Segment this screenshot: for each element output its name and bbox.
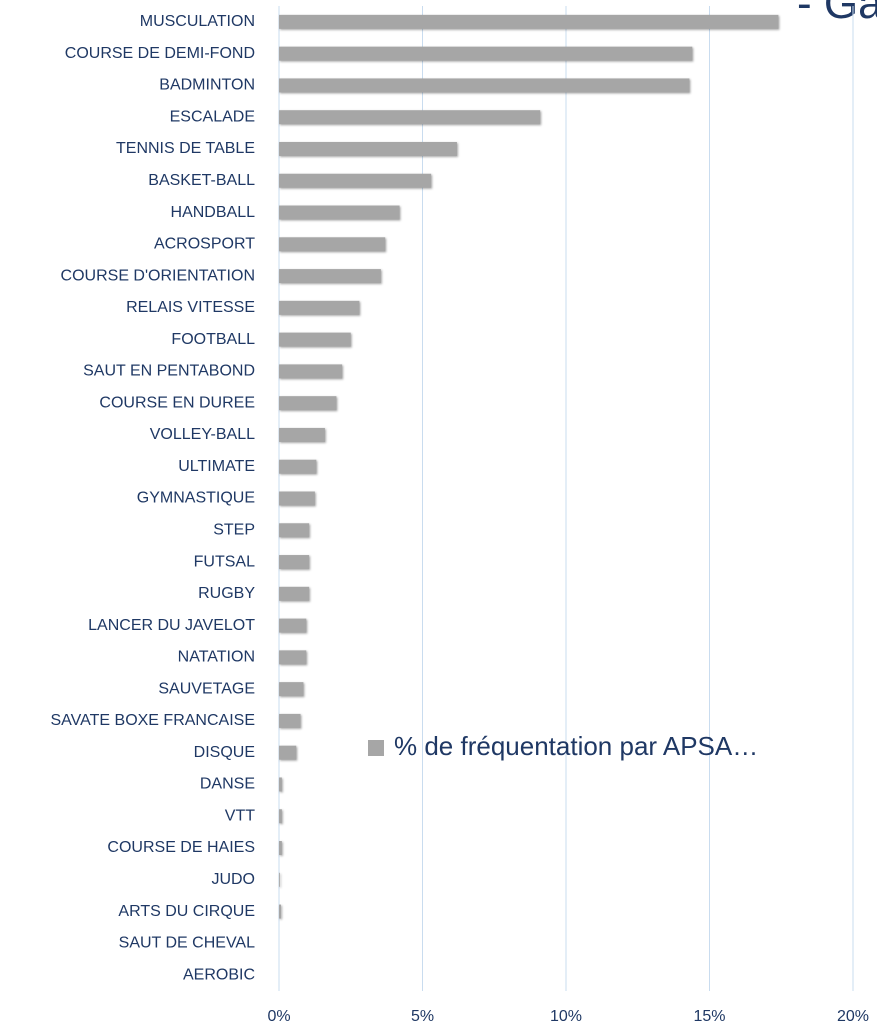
y-tick-label: COURSE EN DUREE bbox=[99, 394, 255, 411]
bar bbox=[279, 237, 386, 252]
bar bbox=[279, 872, 280, 887]
y-tick-label: RUGBY bbox=[198, 585, 255, 602]
x-tick-label: 5% bbox=[411, 1008, 434, 1025]
y-tick-label: HANDBALL bbox=[171, 204, 256, 221]
bar bbox=[279, 777, 282, 792]
bar bbox=[279, 205, 400, 220]
y-tick-label: ARTS DU CIRQUE bbox=[118, 903, 255, 920]
x-tick-label: 0% bbox=[267, 1008, 290, 1025]
bar bbox=[279, 841, 282, 856]
bar bbox=[279, 491, 315, 506]
x-tick-label: 10% bbox=[550, 1008, 582, 1025]
bar bbox=[279, 46, 693, 61]
bar bbox=[279, 555, 310, 570]
y-tick-label: BASKET-BALL bbox=[148, 172, 255, 189]
bar bbox=[279, 110, 541, 125]
bar bbox=[279, 459, 317, 474]
bar bbox=[279, 809, 282, 824]
y-tick-label: VOLLEY-BALL bbox=[150, 426, 255, 443]
y-tick-label: BADMINTON bbox=[159, 77, 255, 94]
y-tick-label: ULTIMATE bbox=[178, 458, 255, 475]
chart-title: - Ga bbox=[797, 0, 877, 28]
y-tick-label: ACROSPORT bbox=[154, 236, 255, 253]
bar bbox=[279, 586, 310, 601]
y-tick-label: GYMNASTIQUE bbox=[137, 490, 255, 507]
y-tick-label: VTT bbox=[225, 807, 255, 824]
y-tick-label: FOOTBALL bbox=[171, 331, 255, 348]
bar bbox=[279, 332, 351, 347]
legend-label: % de fréquentation par APSA… bbox=[394, 731, 758, 761]
y-tick-label: DISQUE bbox=[194, 744, 255, 761]
bar bbox=[279, 364, 343, 379]
bar bbox=[279, 300, 360, 315]
y-tick-label: SAUT EN PENTABOND bbox=[83, 363, 255, 380]
y-tick-label: SAUT DE CHEVAL bbox=[119, 935, 255, 952]
y-tick-label: SAUVETAGE bbox=[158, 680, 255, 697]
x-tick-label: 20% bbox=[837, 1008, 869, 1025]
y-tick-label: RELAIS VITESSE bbox=[126, 299, 255, 316]
bar bbox=[279, 269, 381, 284]
y-tick-label: ESCALADE bbox=[170, 108, 255, 125]
bar bbox=[279, 650, 307, 665]
bar bbox=[279, 78, 690, 93]
bar bbox=[279, 14, 779, 29]
y-tick-label: TENNIS DE TABLE bbox=[116, 140, 255, 157]
bar bbox=[279, 745, 297, 760]
y-tick-label: STEP bbox=[213, 521, 255, 538]
y-tick-label: LANCER DU JAVELOT bbox=[88, 617, 255, 634]
y-tick-label: SAVATE BOXE FRANCAISE bbox=[51, 712, 256, 729]
legend-swatch bbox=[368, 740, 384, 756]
bar bbox=[279, 427, 325, 442]
bar bbox=[279, 618, 307, 633]
y-tick-label: MUSCULATION bbox=[140, 13, 255, 30]
bar bbox=[279, 523, 310, 538]
y-tick-label: FUTSAL bbox=[194, 553, 255, 570]
bar bbox=[279, 682, 304, 697]
bar bbox=[279, 904, 282, 919]
y-tick-label: JUDO bbox=[211, 871, 255, 888]
bar bbox=[279, 396, 337, 411]
bar bbox=[279, 173, 432, 188]
bar bbox=[279, 713, 301, 728]
y-tick-label: DANSE bbox=[200, 776, 255, 793]
y-tick-label: NATATION bbox=[178, 649, 255, 666]
y-tick-label: AEROBIC bbox=[183, 966, 255, 983]
y-tick-label: COURSE D'ORIENTATION bbox=[61, 267, 255, 284]
y-tick-label: COURSE DE HAIES bbox=[107, 839, 255, 856]
x-tick-label: 15% bbox=[693, 1008, 725, 1025]
y-tick-label: COURSE DE DEMI-FOND bbox=[65, 45, 255, 62]
bar bbox=[279, 141, 457, 156]
